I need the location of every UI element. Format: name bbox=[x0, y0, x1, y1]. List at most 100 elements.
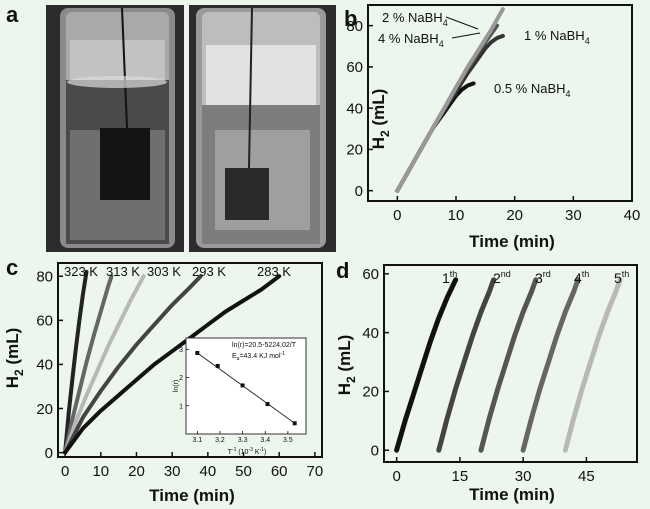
b-ytick-label: 80 bbox=[346, 18, 363, 35]
panel-label-d: d bbox=[336, 258, 349, 283]
y-label-d-unit: (mL) bbox=[335, 335, 354, 377]
inset-y-label: ln(r) bbox=[173, 380, 180, 392]
inset-data-point bbox=[265, 402, 270, 407]
cycle-label-3: 3rd bbox=[535, 269, 551, 286]
annotation-b-pointer-4pct bbox=[451, 32, 481, 39]
b-ytick-label: 0 bbox=[355, 183, 363, 200]
inset-equation: ln(r)=20.5-5224.02/T bbox=[232, 342, 297, 349]
inset-x-label: T-1 (10-3 K-1) bbox=[228, 447, 267, 456]
inset-data-point bbox=[240, 383, 245, 388]
d-xtick-label: 30 bbox=[515, 468, 532, 485]
c-ytick-label: 60 bbox=[36, 313, 53, 330]
y-axis-label-c: H2 (mL) bbox=[3, 328, 26, 389]
cycle-label-5: 5th bbox=[614, 269, 629, 286]
inset-data-point bbox=[195, 350, 200, 355]
catalyst-sheet-left bbox=[100, 128, 150, 200]
y-label-b-unit: (mL) bbox=[369, 89, 388, 131]
series-label-323k: 323 K bbox=[64, 264, 98, 279]
cycle-label-1: 1th bbox=[442, 269, 457, 286]
d-series-3 bbox=[478, 277, 539, 453]
c-series-5 bbox=[63, 274, 282, 455]
c-xtick-label: 0 bbox=[61, 463, 69, 480]
c-series-3 bbox=[63, 274, 146, 455]
plot-frame-b bbox=[367, 4, 633, 202]
annotation-b-pointer-2pct bbox=[445, 16, 479, 30]
b-xtick-label: 40 bbox=[624, 207, 641, 224]
panel-label-b: b bbox=[344, 6, 357, 31]
b-xtick-label: 0 bbox=[393, 207, 401, 224]
d-ytick-label: 40 bbox=[362, 325, 379, 342]
inset-ytick-label: 3 bbox=[179, 347, 183, 354]
c-xtick-label: 20 bbox=[128, 463, 145, 480]
inset-ytick-label: 1 bbox=[179, 403, 183, 410]
catalyst-sheet-right bbox=[225, 168, 269, 220]
series-label-293k: 293 K bbox=[192, 264, 226, 279]
y-axis-label-d: H2 (mL) bbox=[335, 335, 358, 396]
inset-xtick-label: 3.5 bbox=[283, 437, 293, 444]
d-ytick-label: 20 bbox=[362, 384, 379, 401]
inset-frame bbox=[185, 337, 307, 435]
annotation-b-05pct: 0.5 % NaBH4 bbox=[494, 81, 571, 99]
series-label-303k: 303 K bbox=[147, 264, 181, 279]
inset-data-point bbox=[292, 421, 297, 426]
x-axis-label-d: Time (min) bbox=[469, 485, 555, 504]
y-label-b-h: H bbox=[369, 137, 388, 149]
y-label-c-unit: (mL) bbox=[3, 328, 22, 370]
inset-xtick-label: 3.1 bbox=[192, 437, 202, 444]
test-tube-left bbox=[60, 7, 175, 248]
d-series-4 bbox=[520, 277, 581, 453]
c-ytick-label: 80 bbox=[36, 268, 53, 285]
inset-xtick-label: 3.4 bbox=[260, 437, 270, 444]
panel-label-c: c bbox=[6, 255, 18, 280]
c-xtick-label: 60 bbox=[271, 463, 288, 480]
y-label-b-sub: 2 bbox=[378, 130, 392, 137]
inset-xtick-label: 3.2 bbox=[215, 437, 225, 444]
c-xtick-label: 10 bbox=[92, 463, 109, 480]
b-xtick-label: 10 bbox=[448, 207, 465, 224]
y-label-c-h: H bbox=[3, 376, 22, 388]
d-xtick-label: 45 bbox=[578, 468, 595, 485]
x-axis-label-c: Time (min) bbox=[149, 486, 235, 505]
b-xtick-label: 30 bbox=[565, 207, 582, 224]
d-ytick-label: 0 bbox=[371, 442, 379, 459]
c-xtick-label: 30 bbox=[164, 463, 181, 480]
chart-b: 0 10 20 30 40 0 20 40 60 80 H2 (mL) Time (min) 2 … bbox=[346, 4, 641, 251]
c-series-4 bbox=[63, 274, 203, 455]
cycle-label-2: 2nd bbox=[493, 269, 511, 286]
chart-d: 0 15 30 45 0 20 40 60 H2 (mL) Time (min) 1th 2n… bbox=[335, 264, 638, 504]
wire-left bbox=[121, 7, 128, 129]
b-xtick-label: 20 bbox=[506, 207, 523, 224]
c-xtick-label: 70 bbox=[307, 463, 324, 480]
b-ytick-label: 60 bbox=[346, 59, 363, 76]
inset-fit-line bbox=[197, 352, 295, 424]
test-tube-right bbox=[196, 7, 326, 248]
y-label-d-sub: 2 bbox=[344, 376, 358, 383]
series-label-283k: 283 K bbox=[257, 264, 291, 279]
y-axis-label-b: H2 (mL) bbox=[369, 89, 392, 150]
c-ytick-label: 0 bbox=[45, 445, 53, 462]
b-series-4 bbox=[395, 7, 505, 193]
b-ytick-label: 20 bbox=[346, 142, 363, 159]
panel-label-a: a bbox=[6, 2, 19, 27]
cycle-label-4: 4th bbox=[574, 269, 589, 286]
wire-right bbox=[248, 7, 253, 169]
plot-frame-d bbox=[383, 264, 638, 463]
b-ytick-label: 40 bbox=[346, 100, 363, 117]
plot-frame-c bbox=[57, 262, 323, 458]
x-axis-label-b: Time (min) bbox=[469, 232, 555, 251]
inset-ytick-label: 2 bbox=[179, 375, 183, 382]
photo-divider bbox=[184, 5, 189, 252]
b-series-2 bbox=[395, 33, 505, 193]
d-series-5 bbox=[562, 277, 623, 453]
d-xtick-label: 15 bbox=[452, 468, 469, 485]
d-ytick-label: 60 bbox=[362, 266, 379, 283]
c-series-1 bbox=[63, 269, 89, 455]
annotation-b-2pct: 2 % NaBH4 bbox=[382, 10, 448, 28]
c-ytick-label: 20 bbox=[36, 401, 53, 418]
c-series-2 bbox=[63, 274, 114, 455]
c-ytick-label: 40 bbox=[36, 357, 53, 374]
inset-data-point bbox=[215, 363, 220, 368]
